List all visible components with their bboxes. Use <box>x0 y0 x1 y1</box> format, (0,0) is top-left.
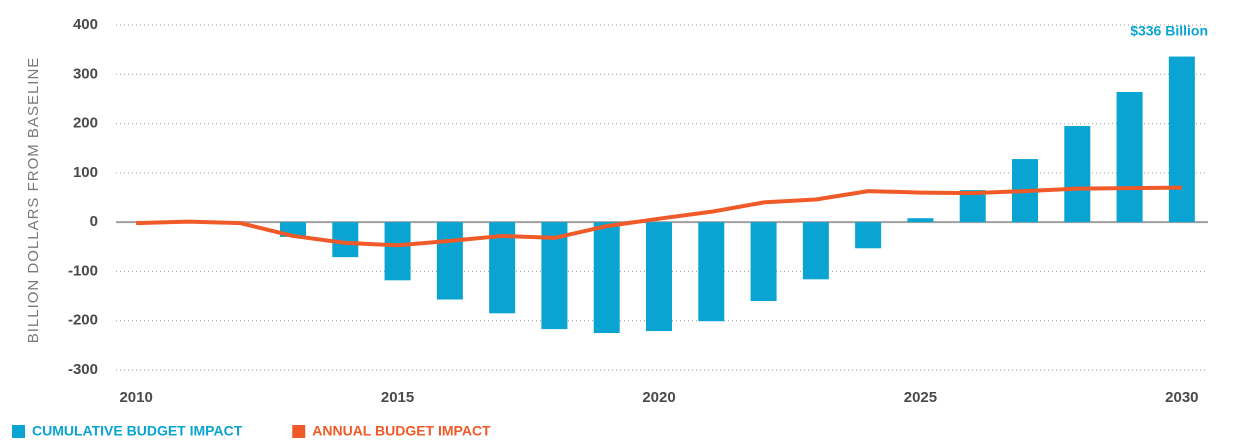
bar <box>436 222 463 300</box>
bar <box>384 222 411 281</box>
legend-label: ANNUAL BUDGET IMPACT <box>312 423 491 439</box>
bar <box>593 222 620 334</box>
y-tick-label: -300 <box>68 361 98 378</box>
y-tick-label: 0 <box>90 213 98 230</box>
bar <box>541 222 568 330</box>
bar <box>1116 92 1143 223</box>
x-tick-label: 2020 <box>642 389 675 406</box>
y-tick-label: 300 <box>73 65 98 82</box>
x-tick-label: 2015 <box>381 389 414 406</box>
bar <box>750 222 777 301</box>
bar <box>1168 56 1195 223</box>
bar <box>959 190 986 223</box>
y-tick-label: 400 <box>73 16 98 33</box>
line <box>136 185 1182 248</box>
legend-swatch <box>12 425 25 438</box>
bar <box>802 222 829 280</box>
y-tick-label: 100 <box>73 164 98 181</box>
bar <box>646 222 672 332</box>
bar <box>1064 126 1091 223</box>
bar <box>855 222 882 249</box>
annotation: $336 Billion <box>1130 23 1208 39</box>
y-tick-label: -200 <box>68 312 98 329</box>
legend-swatch <box>292 425 306 438</box>
y-axis-label: BILLION DOLLARS FROM BASELINE <box>25 57 42 344</box>
x-tick-label: 2025 <box>904 389 937 406</box>
legend-label: CUMULATIVE BUDGET IMPACT <box>32 423 243 439</box>
bar <box>907 218 934 223</box>
bar <box>698 222 725 322</box>
y-tick-label: -100 <box>68 262 98 279</box>
x-tick-label: 2030 <box>1165 389 1198 406</box>
bar <box>332 222 359 258</box>
x-tick-label: 2010 <box>119 389 152 406</box>
y-tick-label: 200 <box>73 115 98 132</box>
